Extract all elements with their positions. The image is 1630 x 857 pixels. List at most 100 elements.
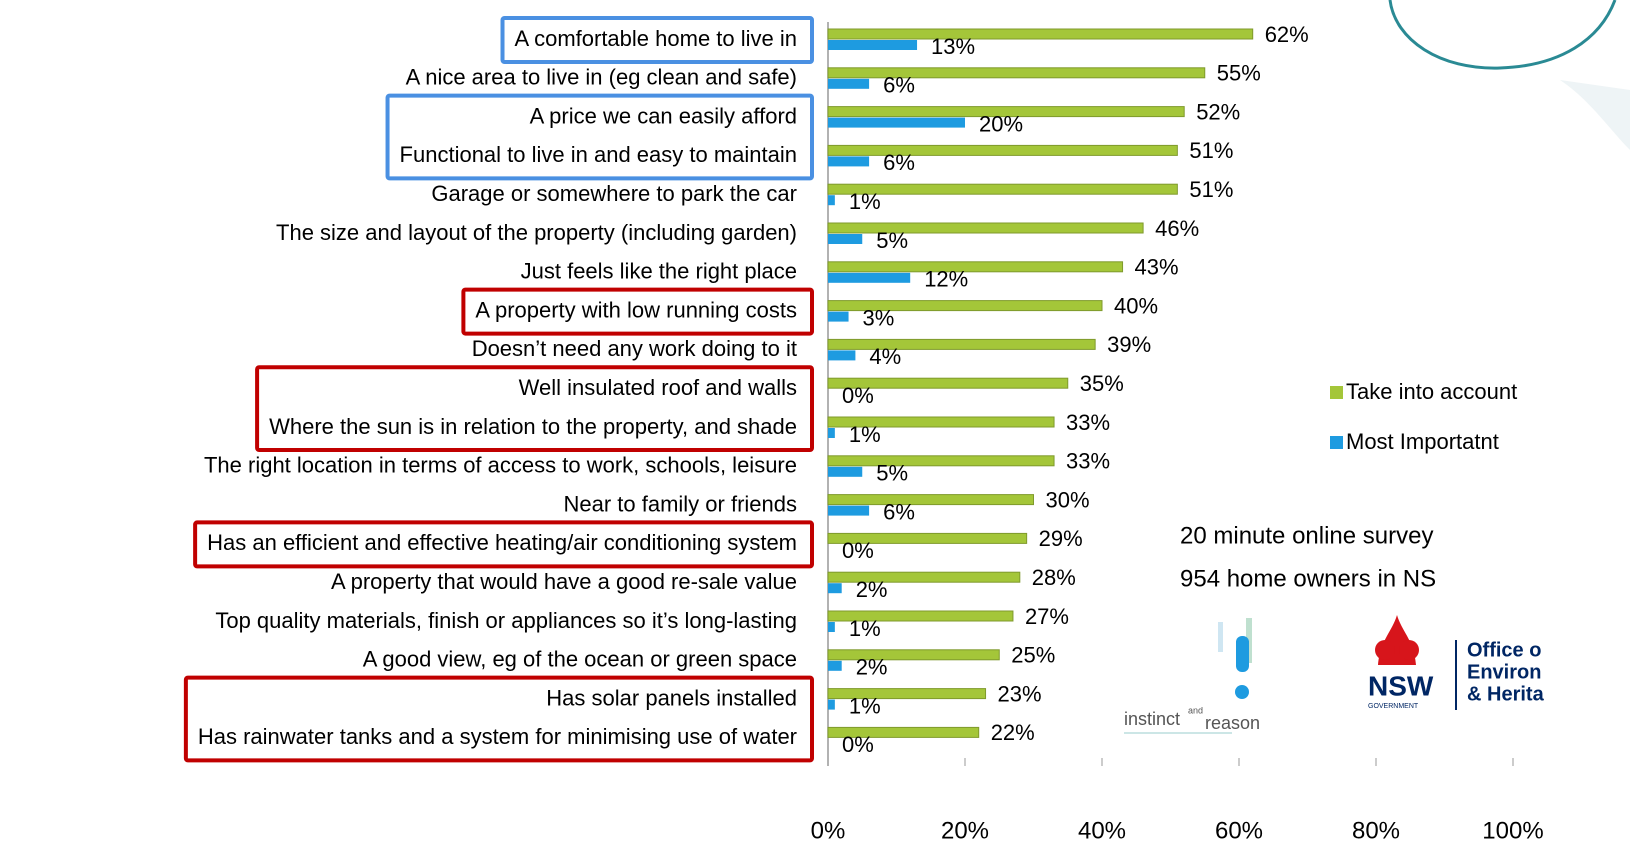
value-label: 13% <box>931 34 975 59</box>
bar <box>828 195 835 205</box>
category-label: Just feels like the right place <box>521 259 797 284</box>
annotation: 954 home owners in NS <box>1180 565 1436 592</box>
value-label: 33% <box>1066 449 1110 474</box>
x-tick-label: 0% <box>811 817 846 844</box>
value-label: 6% <box>883 73 915 98</box>
category-label: A nice area to live in (eg clean and saf… <box>406 65 797 90</box>
value-label: 62% <box>1265 22 1309 47</box>
bar <box>828 339 1095 349</box>
logo-text: reason <box>1205 713 1260 733</box>
value-label: 33% <box>1066 410 1110 435</box>
bar <box>828 79 869 89</box>
value-label: 5% <box>876 228 908 253</box>
bar <box>828 350 855 360</box>
category-label: Functional to live in and easy to mainta… <box>400 142 797 167</box>
bar <box>828 40 917 50</box>
category-label: A good view, eg of the ocean or green sp… <box>363 647 797 672</box>
category-label: Has rainwater tanks and a system for min… <box>198 724 797 749</box>
x-tick-label: 60% <box>1215 817 1263 844</box>
bar <box>828 145 1177 155</box>
value-label: 52% <box>1196 99 1240 124</box>
chart: 20 minute online survey 954 home owners … <box>0 0 1630 852</box>
value-label: 2% <box>856 655 888 680</box>
logo-text: and <box>1188 705 1203 715</box>
value-label: 6% <box>883 150 915 175</box>
value-label: 0% <box>842 538 874 563</box>
logo-shape <box>1236 636 1249 672</box>
bar <box>828 495 1034 505</box>
value-label: 55% <box>1217 61 1261 86</box>
logo-shape <box>1399 640 1419 660</box>
logo-text: Environ <box>1467 661 1541 683</box>
value-label: 2% <box>856 577 888 602</box>
x-tick-label: 100% <box>1482 817 1543 844</box>
bar <box>828 467 862 477</box>
value-label: 0% <box>842 732 874 757</box>
value-label: 4% <box>869 344 901 369</box>
decoration <box>1560 80 1630 150</box>
category-label: Top quality materials, finish or applian… <box>215 608 797 633</box>
value-label: 25% <box>1011 643 1055 668</box>
bar <box>828 29 1253 39</box>
category-label: Has an efficient and effective heating/a… <box>207 530 797 555</box>
legend-swatch <box>1330 436 1343 449</box>
bar <box>828 428 835 438</box>
bar <box>828 650 999 660</box>
value-label: 51% <box>1189 138 1233 163</box>
logo-text: & Herita <box>1467 683 1545 705</box>
logo-nsw: NSW GOVERNMENT Office o Environ & Herita <box>1368 615 1545 710</box>
value-label: 22% <box>991 720 1035 745</box>
legend-label: Most Importatnt <box>1346 429 1499 454</box>
value-label: 27% <box>1025 604 1069 629</box>
logo-shape <box>1235 685 1249 699</box>
value-label: 12% <box>924 267 968 292</box>
category-label: The size and layout of the property (inc… <box>276 220 797 245</box>
decoration <box>1390 0 1615 68</box>
bar <box>828 223 1143 233</box>
bar <box>828 234 862 244</box>
category-label: Doesn’t need any work doing to it <box>472 336 797 361</box>
logo-shape <box>1375 640 1395 660</box>
category-label: A price we can easily afford <box>530 103 797 128</box>
category-label: The right location in terms of access to… <box>204 453 797 478</box>
value-label: 1% <box>849 616 881 641</box>
legend-label: Take into account <box>1346 379 1517 404</box>
value-label: 40% <box>1114 293 1158 318</box>
bar <box>828 700 835 710</box>
legend-swatch <box>1330 386 1343 399</box>
bar <box>828 622 835 632</box>
x-tick-label: 20% <box>941 817 989 844</box>
value-label: 46% <box>1155 216 1199 241</box>
category-label: Has solar panels installed <box>546 685 797 710</box>
category-label: A property with low running costs <box>475 297 797 322</box>
category-label: Garage or somewhere to park the car <box>431 181 797 206</box>
annotation: 20 minute online survey <box>1180 522 1433 549</box>
value-label: 1% <box>849 189 881 214</box>
page: 20 minute online survey 954 home owners … <box>0 0 1630 852</box>
category-label: Where the sun is in relation to the prop… <box>269 414 797 439</box>
bar <box>828 583 842 593</box>
category-label: Well insulated roof and walls <box>519 375 797 400</box>
logo-text: GOVERNMENT <box>1368 703 1419 710</box>
bar <box>828 456 1054 466</box>
value-label: 5% <box>876 461 908 486</box>
logo-text: NSW <box>1368 670 1434 701</box>
value-label: 35% <box>1080 371 1124 396</box>
logo-instinct: instinct and reason <box>1124 618 1260 733</box>
value-label: 39% <box>1107 332 1151 357</box>
bar <box>828 273 910 283</box>
bar <box>828 506 869 516</box>
value-label: 6% <box>883 499 915 524</box>
category-label: A property that would have a good re-sal… <box>331 569 797 594</box>
value-label: 20% <box>979 111 1023 136</box>
value-label: 1% <box>849 693 881 718</box>
x-tick-label: 80% <box>1352 817 1400 844</box>
bar <box>828 118 965 128</box>
bar <box>828 312 849 322</box>
logo-shape <box>1218 622 1223 652</box>
bar <box>828 262 1123 272</box>
value-label: 1% <box>849 422 881 447</box>
value-label: 51% <box>1189 177 1233 202</box>
bar <box>828 661 842 671</box>
value-label: 29% <box>1039 526 1083 551</box>
